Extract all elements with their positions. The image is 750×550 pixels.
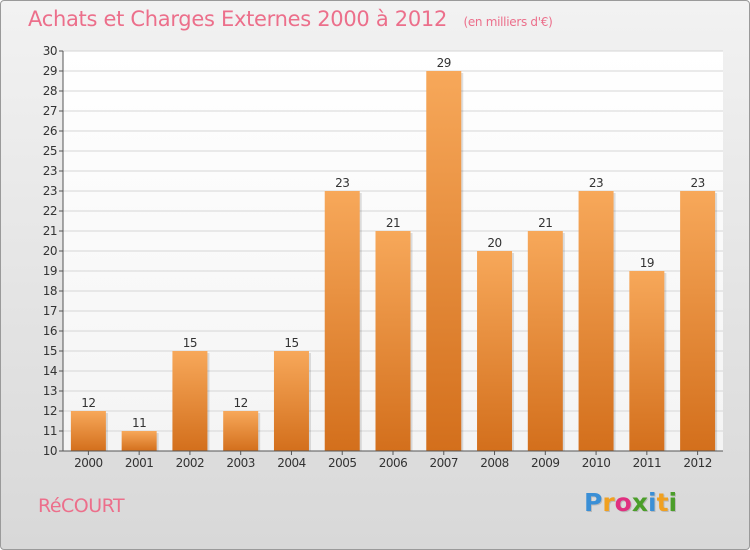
- y-tick-label: 23: [43, 184, 57, 198]
- x-tick-label: 2001: [125, 456, 154, 470]
- bar: [680, 191, 716, 451]
- y-tick-label: 29: [43, 64, 57, 78]
- y-tick-label: 26: [43, 124, 57, 138]
- bar-value-label: 21: [538, 216, 552, 230]
- bar-value-label: 29: [437, 56, 451, 70]
- bar-value-label: 12: [81, 396, 95, 410]
- bar-value-label: 12: [234, 396, 248, 410]
- x-tick-label: 2008: [480, 456, 509, 470]
- x-tick-label: 2009: [531, 456, 560, 470]
- proxiti-logo[interactable]: Proxiti: [584, 488, 677, 517]
- bar-value-label: 21: [386, 216, 400, 230]
- y-tick-label: 21: [43, 224, 57, 238]
- bar: [273, 351, 309, 451]
- x-tick-label: 2004: [277, 456, 306, 470]
- bar-value-label: 19: [640, 256, 654, 270]
- y-tick-label: 30: [43, 44, 57, 58]
- x-tick-label: 2002: [176, 456, 205, 470]
- bar-value-label: 23: [690, 176, 704, 190]
- bar: [578, 191, 614, 451]
- bar-value-label: 15: [284, 336, 298, 350]
- x-tick-label: 2003: [226, 456, 255, 470]
- y-tick-label: 14: [43, 364, 57, 378]
- y-tick-label: 16: [43, 324, 57, 338]
- proxiti-logo-letter: x: [631, 488, 648, 517]
- y-tick-label: 19: [43, 264, 57, 278]
- bar-value-label: 20: [487, 236, 501, 250]
- x-tick-label: 2005: [328, 456, 357, 470]
- chart-title-text: Achats et Charges Externes 2000 à 2012: [28, 7, 448, 31]
- proxiti-logo-letter: o: [614, 488, 632, 517]
- commune-name: RéCOURT: [38, 495, 125, 517]
- y-tick-label: 25: [43, 144, 57, 158]
- y-tick-label: 12: [43, 404, 57, 418]
- bar: [629, 271, 665, 451]
- bar: [70, 411, 106, 451]
- chart-unit: (en milliers d'€): [463, 15, 553, 29]
- bar-value-label: 23: [335, 176, 349, 190]
- y-tick-label: 28: [43, 84, 57, 98]
- proxiti-logo-letter: t: [656, 488, 669, 517]
- proxiti-logo-letter: P: [584, 488, 603, 517]
- x-tick-label: 2010: [582, 456, 611, 470]
- y-tick-label: 10: [43, 444, 57, 458]
- y-tick-label: 22: [43, 204, 57, 218]
- y-tick-label: 11: [43, 424, 57, 438]
- bar: [223, 411, 259, 451]
- y-tick-label: 17: [43, 304, 57, 318]
- y-tick-label: 27: [43, 104, 57, 118]
- y-tick-label: 23: [43, 164, 57, 178]
- x-tick-label: 2006: [379, 456, 408, 470]
- y-tick-label: 20: [43, 244, 57, 258]
- bar: [426, 71, 462, 451]
- bar-value-label: 23: [589, 176, 603, 190]
- x-tick-label: 2011: [633, 456, 662, 470]
- bar-value-label: 15: [183, 336, 197, 350]
- proxiti-logo-letter: i: [648, 488, 657, 517]
- x-tick-label: 2007: [429, 456, 458, 470]
- bar: [172, 351, 208, 451]
- y-tick-label: 15: [43, 344, 57, 358]
- y-tick-label: 18: [43, 284, 57, 298]
- chart-title: Achats et Charges Externes 2000 à 2012 (…: [28, 7, 553, 31]
- bar: [324, 191, 360, 451]
- proxiti-logo-letter: r: [602, 488, 615, 517]
- x-tick-label: 2012: [683, 456, 712, 470]
- bar: [477, 251, 513, 451]
- bar: [375, 231, 411, 451]
- bar-value-label: 11: [132, 416, 146, 430]
- proxiti-logo-letter: i: [668, 488, 678, 517]
- x-tick-label: 2000: [74, 456, 103, 470]
- bar: [527, 231, 563, 451]
- bar: [121, 431, 157, 451]
- y-tick-label: 13: [43, 384, 57, 398]
